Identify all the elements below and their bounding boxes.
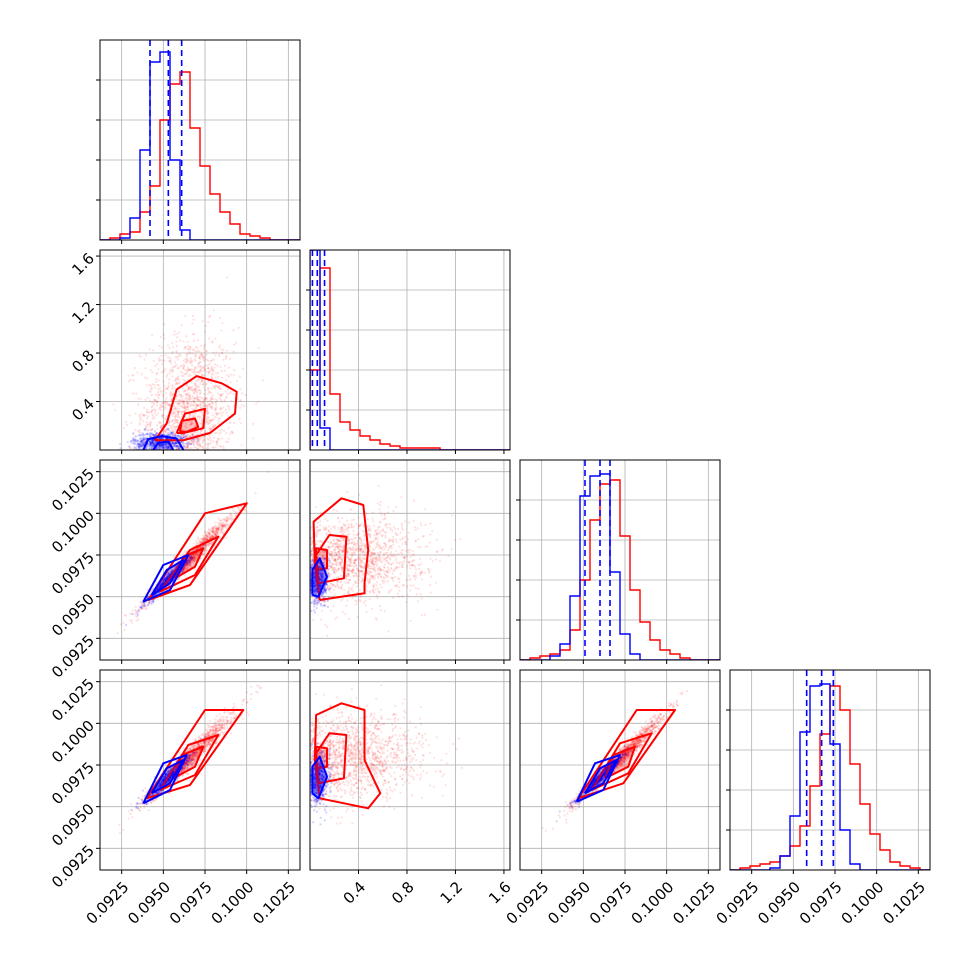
contour-fill-red: [173, 746, 204, 779]
y-tick-label: 0.4: [68, 395, 98, 425]
contour-red: [147, 502, 248, 601]
y-tick-label: 0.0975: [48, 548, 98, 598]
contour-red: [313, 702, 382, 810]
panel-plot-area: [100, 460, 300, 660]
contour-blue: [150, 559, 185, 596]
histogram-red: [310, 267, 510, 450]
y-tick-label: 0.1000: [48, 717, 98, 767]
scatter-red: [310, 684, 463, 825]
x-tick-label: 0.0950: [124, 878, 174, 928]
contour-fill-blue: [585, 760, 617, 794]
x-tick-label: 0.0925: [713, 878, 763, 928]
panel-p0-p0: [96, 39, 301, 244]
panel-p3-p1: 0.4 0.8 1.2 1.6: [309, 669, 515, 908]
histogram-red: [520, 479, 720, 660]
contour-blue: [311, 557, 328, 598]
panel-p2-p2: [516, 459, 721, 664]
panel-plot-area: [730, 670, 930, 870]
x-tick-label: 0.0950: [754, 878, 804, 928]
x-tick-label: 0.8: [388, 878, 418, 908]
x-tick-label: 0.1000: [208, 878, 258, 928]
y-tick-label: 0.0950: [48, 800, 98, 850]
panel-plot-area: [310, 250, 510, 450]
x-tick-label: 0.1025: [669, 878, 719, 928]
x-tick-label: 0.0925: [503, 878, 553, 928]
panel-frame: [99, 39, 301, 241]
y-tick-label: 0.0975: [48, 758, 98, 808]
panel-plot-area: [520, 460, 720, 660]
contour-blue: [311, 755, 328, 800]
contour-red: [154, 375, 238, 442]
y-tick-label: 0.0925: [48, 842, 98, 892]
panel-frame: [519, 459, 721, 661]
panel-frame: [99, 669, 301, 871]
panel-frame: [99, 459, 301, 661]
contour-blue: [575, 754, 621, 803]
histogram-blue: [310, 250, 510, 450]
panel-p2-p1: [309, 459, 511, 664]
x-tick-label: 0.1025: [249, 878, 299, 928]
y-tick-label: 1.6: [68, 249, 98, 279]
panel-plot-area: [100, 670, 300, 870]
panel-frame: [519, 669, 721, 871]
contour-fill-red: [316, 746, 327, 769]
panel-plot-area: [100, 40, 300, 240]
contour-red: [175, 407, 206, 434]
x-tick-label: 0.0950: [544, 878, 594, 928]
panel-frame: [309, 459, 511, 661]
y-tick-label: 0.0950: [48, 590, 98, 640]
scatter-red: [112, 276, 265, 450]
x-tick-label: 0.0975: [796, 878, 846, 928]
contour-fill-blue: [151, 560, 184, 595]
y-tick-label: 1.2: [68, 298, 98, 328]
x-tick-label: 0.0975: [586, 878, 636, 928]
contour-blue: [152, 440, 175, 450]
contour-blue: [142, 554, 190, 603]
x-tick-label: 0.1000: [628, 878, 678, 928]
y-tick-label: 0.0925: [48, 632, 98, 682]
panel-frame: [729, 669, 931, 871]
y-tick-label: 0.1000: [48, 507, 98, 557]
contour-fill-red: [316, 548, 327, 570]
y-tick-label: 0.8: [68, 346, 98, 376]
panel-frame: [309, 669, 511, 871]
contour-red: [577, 709, 676, 800]
x-tick-label: 1.6: [485, 878, 515, 908]
histogram-blue: [100, 51, 300, 240]
panel-frame: [309, 249, 511, 451]
y-tick-label: 0.1025: [48, 465, 98, 515]
panel-plot-area: [310, 460, 510, 660]
contour-blue: [584, 759, 618, 795]
contour-red: [179, 417, 200, 433]
contour-fill-blue: [151, 760, 184, 794]
contour-blue: [150, 759, 185, 795]
x-tick-label: 0.1025: [879, 878, 929, 928]
x-tick-label: 0.4: [340, 878, 370, 908]
histogram-blue: [730, 683, 930, 870]
histogram-red: [100, 71, 300, 240]
contour-red: [145, 709, 245, 800]
contour-fill-red: [175, 548, 204, 579]
x-tick-label: 0.1000: [838, 878, 888, 928]
panel-frame: [99, 249, 301, 451]
x-tick-label: 0.0925: [83, 878, 133, 928]
contour-blue: [142, 435, 185, 450]
contour-blue: [142, 754, 188, 805]
contour-red: [312, 497, 370, 601]
x-tick-label: 1.2: [437, 878, 467, 908]
scatter-red: [310, 484, 462, 637]
panel-plot-area: [520, 670, 720, 870]
panel-p1-p0: 0.4 0.8 1.2 1.6: [68, 249, 301, 454]
panel-plot-area: [100, 250, 300, 450]
panel-plot-area: [310, 670, 510, 870]
panel-p1-p1: [306, 249, 511, 454]
y-tick-label: 0.1025: [48, 675, 98, 725]
x-tick-label: 0.0975: [166, 878, 216, 928]
panel-p3-p0: 0.09250.09500.09750.10000.10250.09250.09…: [48, 669, 301, 928]
